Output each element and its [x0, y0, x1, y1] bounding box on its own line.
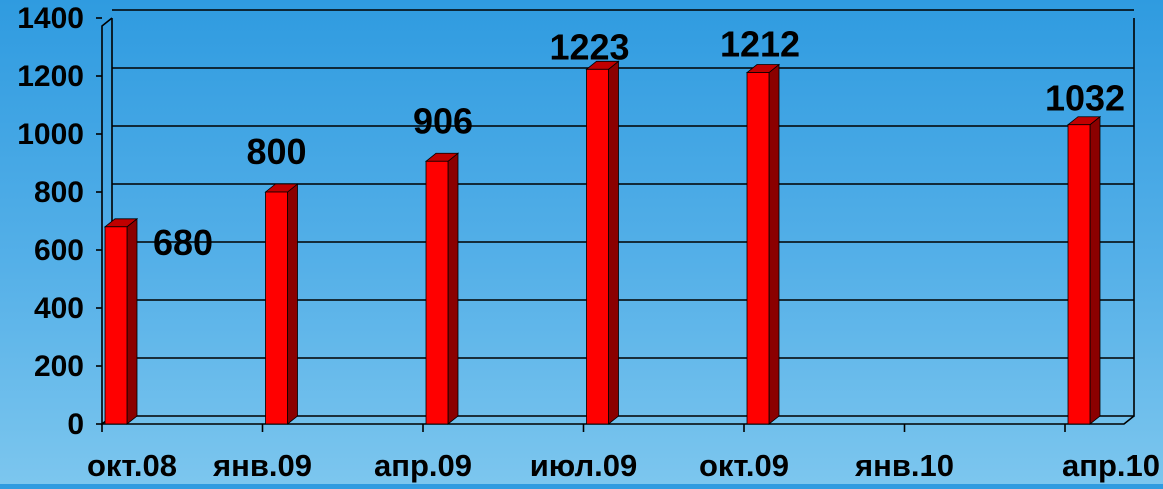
label-layer: 0 200 400 600 800 1000 1200 1400 окт.08 янв.09 апр… [17, 2, 1160, 483]
bar-front [265, 191, 288, 425]
x-tick-label: апр.09 [374, 448, 472, 483]
x-tick-label: янв.10 [854, 448, 954, 483]
plot-back-wall [111, 18, 1135, 417]
bar-side [608, 60, 619, 425]
x-tick-label: окт.08 [87, 448, 177, 483]
y-tick-label: 600 [34, 234, 84, 267]
bar-side [768, 63, 780, 425]
data-label: 800 [246, 131, 306, 172]
x-tick-label: янв.09 [212, 448, 312, 483]
data-label: 1032 [1045, 78, 1125, 119]
bar-front [425, 160, 449, 425]
bar [424, 152, 460, 425]
bar-side [126, 217, 138, 425]
bar [585, 60, 620, 425]
y-tick-label: 800 [34, 176, 84, 209]
bar-front [1067, 124, 1091, 425]
bar [264, 183, 299, 425]
bar-side [1089, 115, 1101, 425]
x-axis-line [102, 415, 1135, 425]
x-tick-label: июл.09 [530, 448, 638, 483]
bar-front [746, 72, 770, 425]
data-label: 1223 [549, 26, 629, 67]
y-tick-label: 1200 [17, 60, 84, 93]
x-tick-label: окт.09 [699, 448, 789, 483]
y-tick-label: 400 [34, 292, 84, 325]
bar [745, 63, 781, 425]
bar-front [586, 68, 609, 425]
bar-side [287, 183, 298, 425]
bar-layer [103, 60, 1102, 425]
y-tick-label: 0 [67, 408, 84, 441]
bar [1066, 115, 1102, 425]
data-label: 680 [153, 222, 213, 263]
x-tick-label: апр.10 [1062, 448, 1160, 483]
data-label: 906 [413, 100, 473, 141]
y-tick-label: 1400 [17, 2, 84, 35]
y-tick-label: 1000 [17, 118, 84, 151]
bar-front [104, 226, 128, 425]
y-tick-label: 200 [34, 350, 84, 383]
data-label: 1212 [720, 24, 800, 65]
bar [103, 217, 139, 425]
bar-side [447, 152, 459, 425]
